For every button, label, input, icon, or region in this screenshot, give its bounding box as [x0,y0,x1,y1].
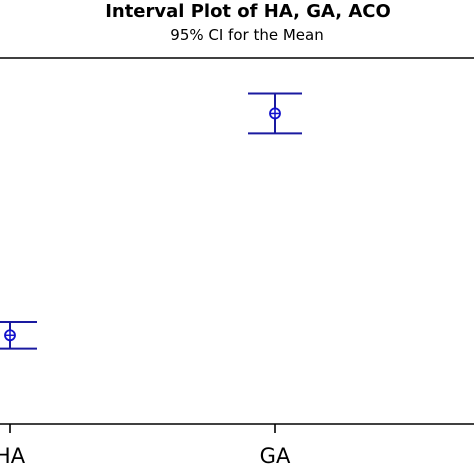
chart-subtitle: 95% CI for the Mean [170,26,324,44]
x-tick-label-ga: GA [260,444,291,468]
x-tick-label-ha: HA [0,444,26,468]
chart-title: Interval Plot of HA, GA, ACO [105,1,391,22]
x-axis-ticks: HA GA [0,424,291,468]
interval-marks [0,92,302,350]
